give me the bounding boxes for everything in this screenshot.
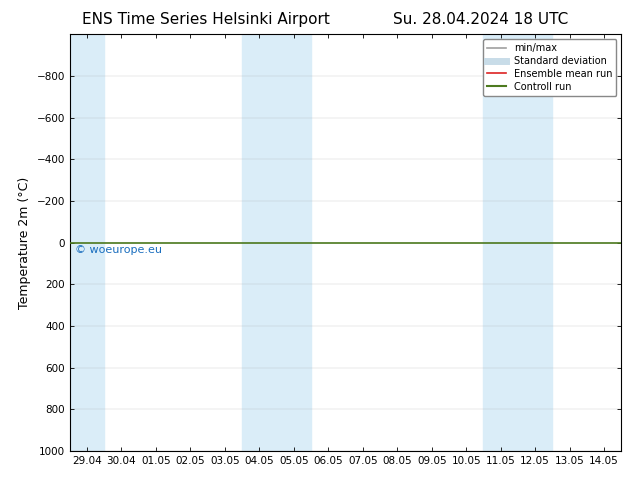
Text: © woeurope.eu: © woeurope.eu [75,245,162,255]
Bar [483,34,552,451]
Bar [242,34,311,451]
Y-axis label: Temperature 2m (°C): Temperature 2m (°C) [18,176,31,309]
Legend: min/max, Standard deviation, Ensemble mean run, Controll run: min/max, Standard deviation, Ensemble me… [483,39,616,96]
Text: Su. 28.04.2024 18 UTC: Su. 28.04.2024 18 UTC [393,12,568,27]
Text: ENS Time Series Helsinki Airport: ENS Time Series Helsinki Airport [82,12,330,27]
Bar [70,34,104,451]
